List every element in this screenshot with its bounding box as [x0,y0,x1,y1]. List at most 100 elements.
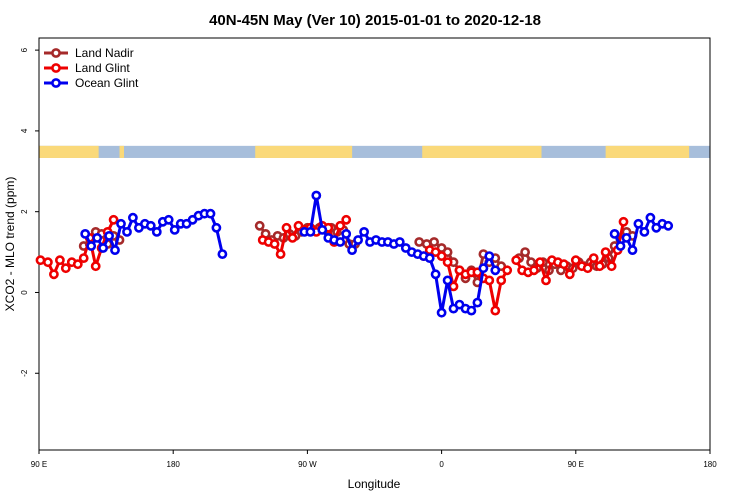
data-point [43,257,53,268]
data-point [606,261,617,272]
data-point [275,249,286,259]
data-point [511,255,522,266]
data-point [484,251,495,261]
data-point [570,255,581,266]
data-point [35,255,46,266]
series-2 [80,190,674,318]
data-point [78,253,89,263]
data-point [478,263,489,274]
data-point [639,226,650,237]
chart-title: 40N-45N May (Ver 10) 2015-01-01 to 2020-… [209,12,541,29]
y-tick-label: -2 [20,369,29,377]
data-point [169,224,180,235]
data-point [645,212,656,223]
data-point [618,216,629,227]
data-point [269,239,280,249]
x-axis-label: Longitude [348,477,401,491]
data-point [429,237,439,247]
data-point [347,245,357,255]
data-point [217,249,228,259]
x-tick-label: 90 E [568,460,584,469]
data-point [564,269,575,280]
data-point [615,241,626,251]
x-tick-label: 90 W [298,460,317,469]
legend-label: Land Nadir [75,46,134,60]
series-line [304,194,497,315]
data-point [335,220,346,231]
land-band [605,145,690,158]
data-point [414,237,425,247]
x-tick-label: 180 [167,460,181,469]
data-point [535,257,545,268]
data-point [98,243,108,253]
legend-marker [51,78,61,88]
data-point [49,269,59,280]
land-band [39,145,99,158]
data-point [86,241,97,251]
legend-item: Land Glint [44,61,130,75]
series-layer [35,190,674,318]
data-point [621,232,632,243]
land-band [119,145,124,158]
data-point [529,265,539,276]
legend-label: Ocean Glint [75,76,139,90]
data-point [281,222,292,233]
data-point [254,220,265,231]
data-point [90,261,101,272]
x-tick-label: 90 E [31,460,47,469]
data-point [151,226,162,237]
data-point [116,218,126,229]
data-point [466,305,477,316]
data-point [211,222,222,233]
plot-frame [38,37,711,451]
data-point [442,275,453,286]
data-point [663,220,674,231]
data-point [108,214,119,225]
data-point [60,263,71,274]
data-point [484,275,495,286]
x-axis: 90 E 180 90 W 0 90 E 180 [31,450,717,469]
data-point [633,218,644,229]
land-band [422,145,542,158]
data-point [122,226,132,237]
data-point [341,228,352,239]
data-point [305,226,316,237]
land-ocean-strip [39,145,710,158]
data-point [311,190,322,201]
data-point [205,208,216,219]
data-point [430,269,441,280]
data-point [341,214,352,225]
data-point [110,245,120,255]
data-point [436,307,447,318]
y-tick-label: 0 [20,290,29,295]
data-point [394,237,405,247]
data-point [127,212,138,223]
legend-marker [51,63,61,73]
data-point [424,253,435,263]
legend-item: Ocean Glint [44,76,139,90]
data-point [490,265,501,276]
data-point [627,245,638,255]
data-point [72,259,83,270]
legend-label: Land Glint [75,61,130,75]
data-point [472,297,483,308]
data-point [92,232,103,243]
data-point [55,255,65,266]
legend-marker [51,48,61,58]
data-point [520,247,530,257]
y-axis-label: XCO2 - MLO trend (ppm) [3,177,17,312]
data-point [104,230,114,241]
data-point [436,251,447,261]
y-axis: -2 0 2 4 6 [20,47,39,377]
data-point [600,247,611,257]
data-point [496,275,507,286]
x-tick-label: 180 [703,460,717,469]
data-point [559,259,569,270]
data-point [287,232,298,243]
data-point [502,265,513,276]
data-point [541,275,551,286]
data-point [588,253,599,263]
data-point [609,228,620,239]
